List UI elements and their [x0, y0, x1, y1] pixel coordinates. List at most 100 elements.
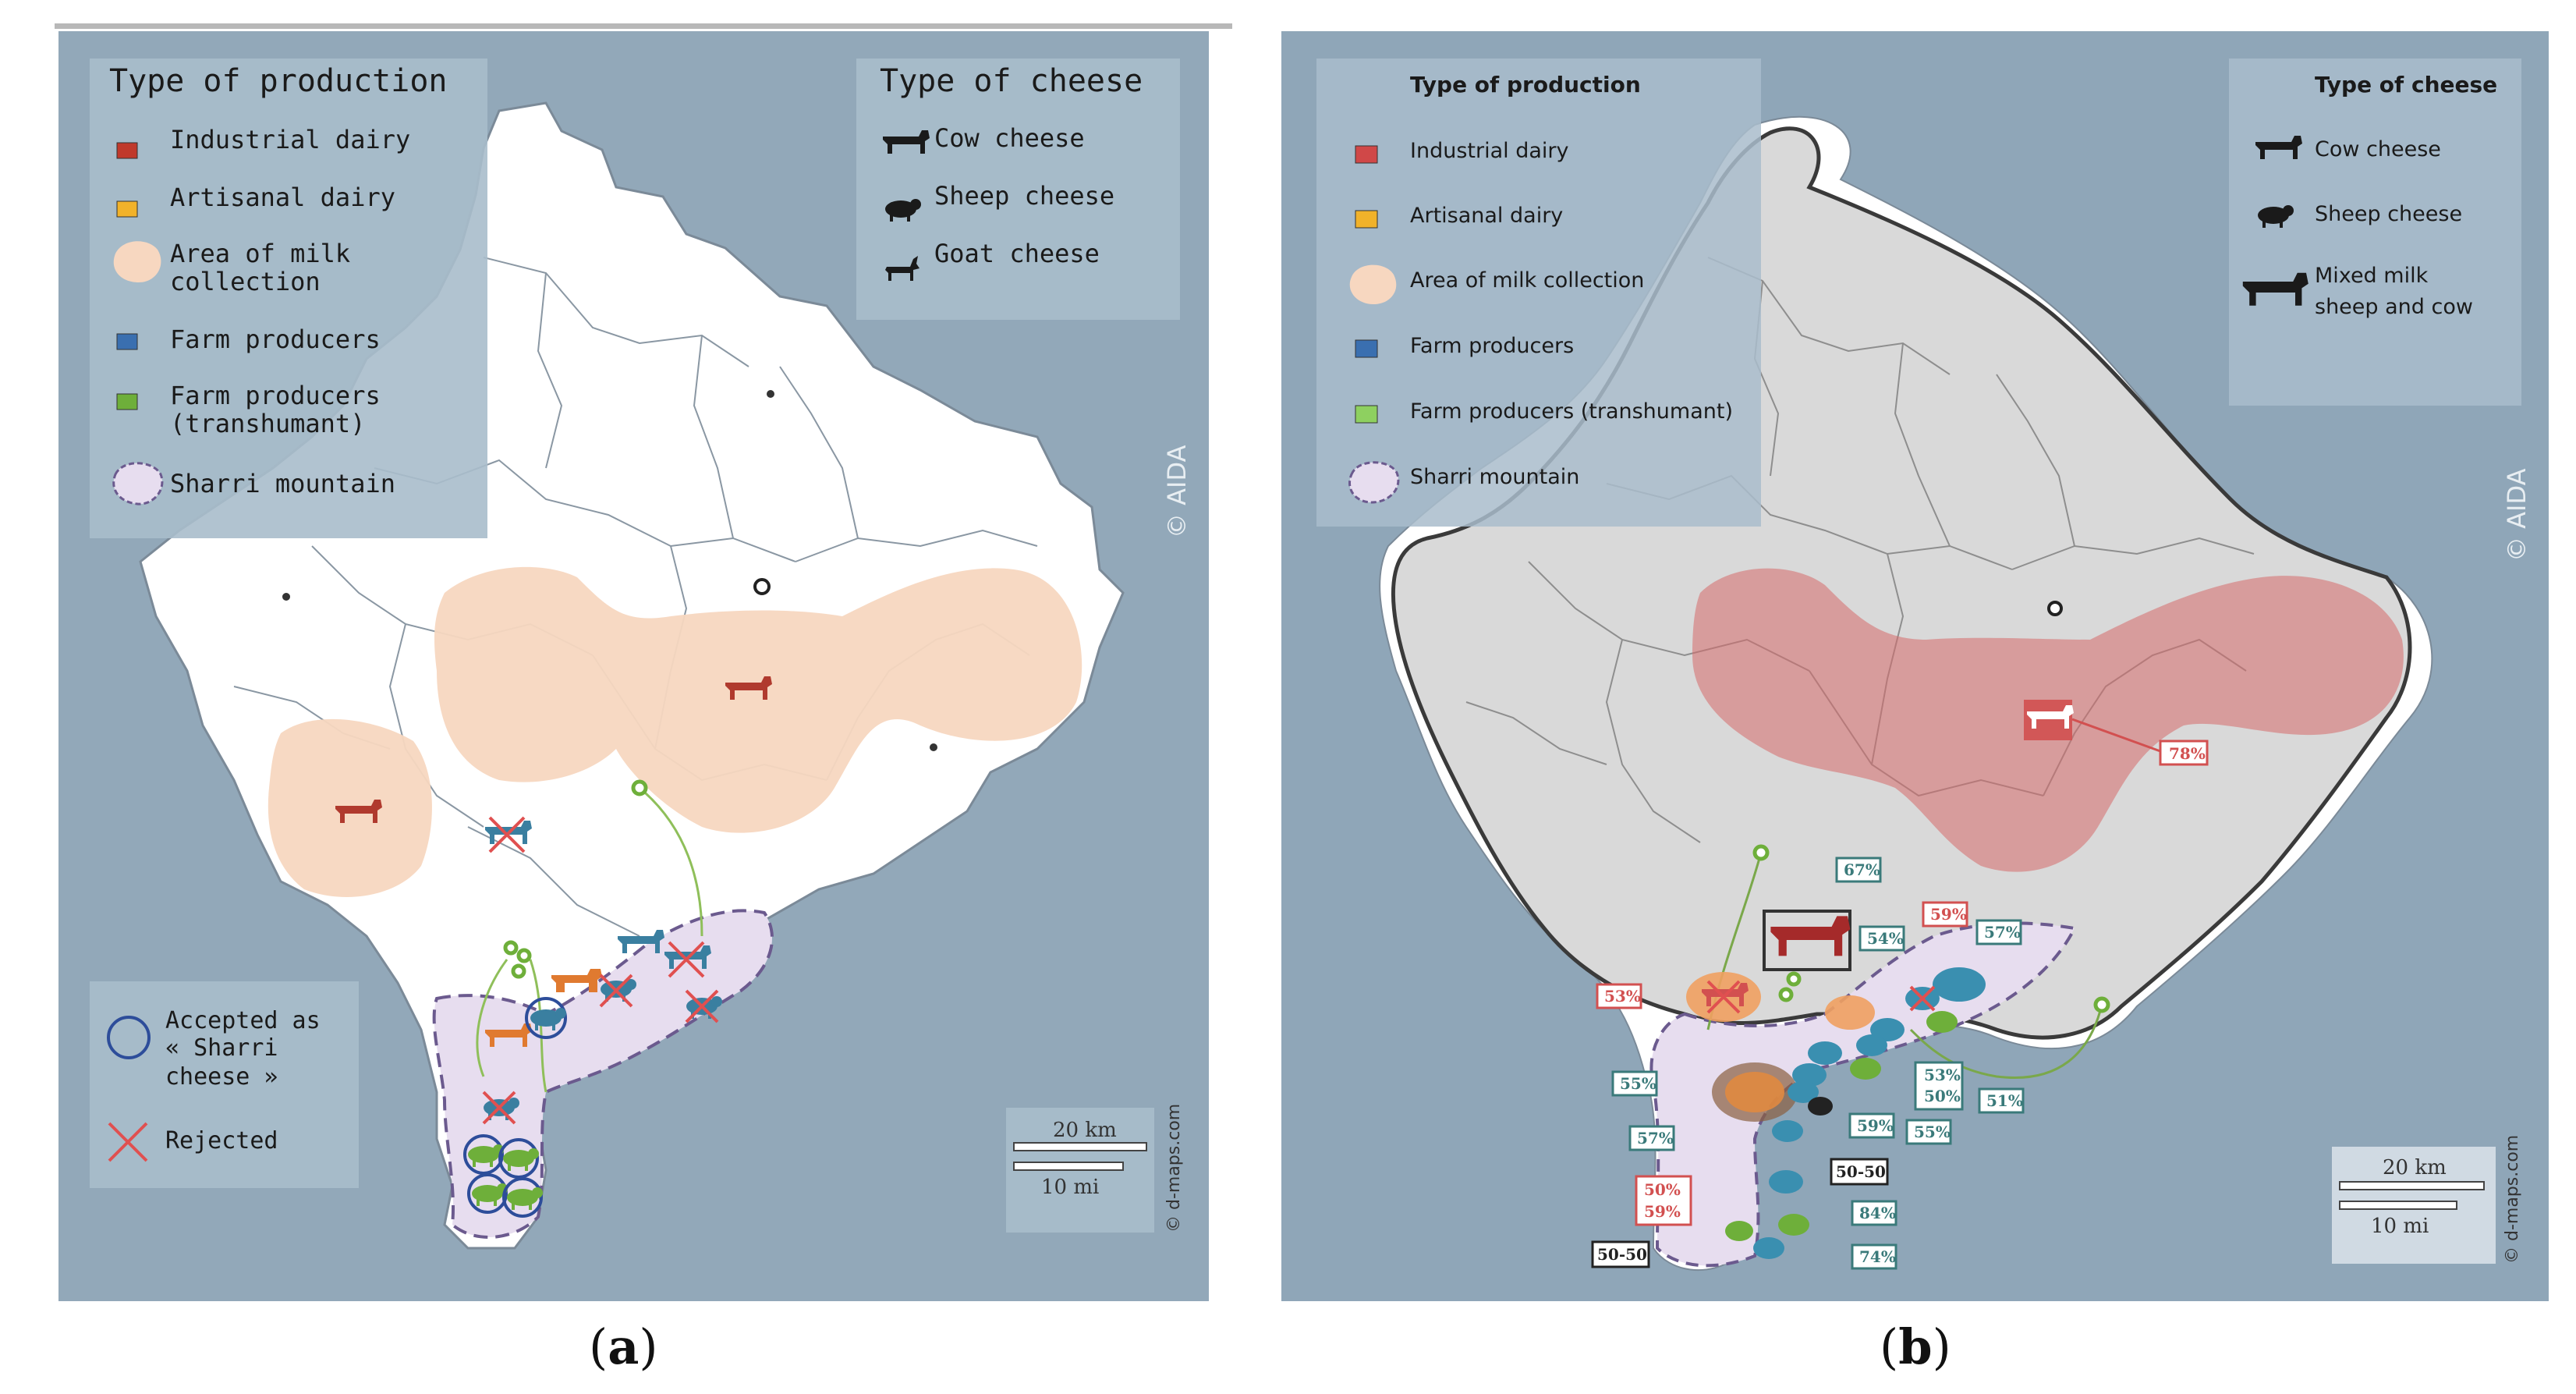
red-x-icon	[1909, 985, 1936, 1012]
legend-item-label: Cow cheese	[2315, 137, 2441, 161]
legend-cheese-title: Type of cheese	[880, 63, 1143, 99]
farm-marker	[1778, 1214, 1809, 1236]
panel-a-transhumant-routes	[476, 786, 703, 1093]
accepted-circle	[525, 997, 567, 1039]
legend-item-label: Farm producers	[170, 325, 381, 354]
percent-label: 54%	[1867, 929, 1904, 948]
sharri-blob-icon	[1348, 461, 1400, 504]
legend-item-label: sheep and cow	[2315, 295, 2473, 319]
green-square-icon	[1355, 405, 1378, 424]
panel-a-cheese-markers	[463, 816, 722, 1218]
panel-b: 78% 53% 59% 50% 59% 67% 54% 57% 55% 57% …	[1281, 31, 2549, 1301]
transhumant-dot	[516, 948, 532, 963]
percent-box-teal	[1858, 925, 1905, 952]
caption-b-letter: b	[1898, 1318, 1933, 1375]
farm-marker	[1772, 1120, 1803, 1142]
capital-marker	[753, 578, 771, 595]
percent-label: 57%	[1984, 923, 2021, 942]
transhumant-dot	[1786, 971, 1802, 987]
percent-box-teal	[1851, 1200, 1897, 1226]
blue-square-icon	[1355, 339, 1378, 358]
percent-label: 59%	[1644, 1202, 1681, 1221]
farm-marker	[1926, 1011, 1958, 1033]
red-x-icon	[1706, 980, 1741, 1014]
farm-marker	[1856, 1034, 1887, 1056]
farm-marker	[1725, 1221, 1753, 1241]
percent-label: 50-50	[1597, 1245, 1647, 1264]
town-dot	[767, 390, 774, 398]
scale-mi-label: 10 mi	[2371, 1215, 2429, 1238]
orange-square-icon	[1355, 210, 1378, 229]
percent-box-red	[1635, 1175, 1692, 1226]
legend-item-label: Artisanal dairy	[1410, 204, 1563, 228]
farm-marker	[1933, 967, 1986, 1002]
town-dot	[930, 743, 937, 751]
legend-item-label: Area of milk	[170, 239, 350, 268]
scale-km-label: 20 km	[1053, 1119, 1117, 1142]
red-x-icon	[488, 816, 526, 853]
farm-marker	[1808, 1041, 1842, 1065]
legend-item-label: Industrial dairy	[170, 125, 410, 154]
percent-label: 74%	[1859, 1247, 1896, 1266]
farm-marker	[1769, 1170, 1803, 1194]
percent-box-teal	[1835, 857, 1882, 883]
percent-label: 50%	[1644, 1180, 1681, 1199]
percent-box-teal	[1905, 1119, 1952, 1145]
accepted-circle	[463, 1134, 504, 1175]
panel-b-farm-icons	[1725, 967, 1986, 1259]
percent-box-teal	[1914, 1061, 1964, 1111]
percent-box-teal	[1628, 1125, 1675, 1151]
caption-a: (a)	[589, 1318, 658, 1375]
caption-b: (b)	[1880, 1318, 1951, 1375]
percent-labels: 78% 53% 59% 50% 59% 67% 54% 57% 55% 57% …	[1591, 740, 2209, 1270]
legend-item-label: Farm producers (transhumant)	[1410, 399, 1733, 424]
red-x-icon	[108, 1122, 148, 1162]
legend-cheese-box	[2229, 59, 2521, 406]
percent-label: 50-50	[1836, 1162, 1886, 1181]
percent-label: 53%	[1924, 1066, 1961, 1084]
transhumant-dot	[1752, 844, 1770, 861]
legend-item-label: Sheep cheese	[934, 181, 1114, 211]
panel-a-milk-area-central	[434, 566, 1082, 833]
milk-area-blob-icon	[113, 241, 161, 282]
percent-box-teal	[1975, 919, 2022, 945]
blue-circle-icon	[107, 1016, 151, 1059]
scale-bar-mi	[1013, 1162, 1124, 1171]
percent-box-teal	[1848, 1112, 1895, 1139]
legend-item-label: « Sharri	[165, 1034, 278, 1062]
percent-label: 59%	[1857, 1116, 1894, 1135]
source-text: © d-maps.com	[2503, 1135, 2522, 1264]
percent-label: 57%	[1637, 1129, 1674, 1147]
red-square-icon	[1355, 145, 1378, 164]
legend-production-title: Type of production	[109, 63, 447, 99]
farm-marker	[1792, 1063, 1827, 1087]
farm-marker	[1788, 1081, 1819, 1103]
legend-item-label: cheese »	[165, 1063, 278, 1091]
scale-mi-label: 10 mi	[1041, 1176, 1099, 1199]
legend-item-label: Industrial dairy	[1410, 139, 1568, 163]
legend-item-label: Area of milk collection	[1410, 268, 1644, 293]
percent-label: 53%	[1604, 987, 1641, 1006]
scale-bar-mi	[2339, 1201, 2457, 1210]
legend-cheese-title: Type of cheese	[2315, 72, 2497, 98]
industrial-box	[1763, 910, 1851, 971]
legend-item-label: Artisanal dairy	[170, 183, 395, 212]
credit-text: © AIDA	[1162, 445, 1192, 538]
transhumant-dot	[631, 779, 648, 796]
artisanal-marker	[1825, 995, 1875, 1030]
percent-box-red	[2159, 740, 2209, 766]
percent-label: 59%	[1930, 905, 1967, 924]
percent-label: 51%	[1986, 1091, 2023, 1110]
top-rule	[55, 23, 1232, 29]
legend-item-label: Rejected	[165, 1127, 278, 1155]
percent-label: 55%	[1914, 1123, 1951, 1141]
accepted-circle	[467, 1173, 508, 1214]
accepted-circle	[502, 1177, 543, 1218]
red-x-icon	[685, 989, 719, 1023]
sharri-blob-icon	[112, 462, 164, 505]
green-square-icon	[116, 393, 138, 410]
transhumant-dot	[2093, 996, 2110, 1013]
town-dot	[282, 593, 290, 601]
legend-item-label: (transhumant)	[170, 409, 365, 438]
legend-item-label: Goat cheese	[934, 239, 1100, 268]
